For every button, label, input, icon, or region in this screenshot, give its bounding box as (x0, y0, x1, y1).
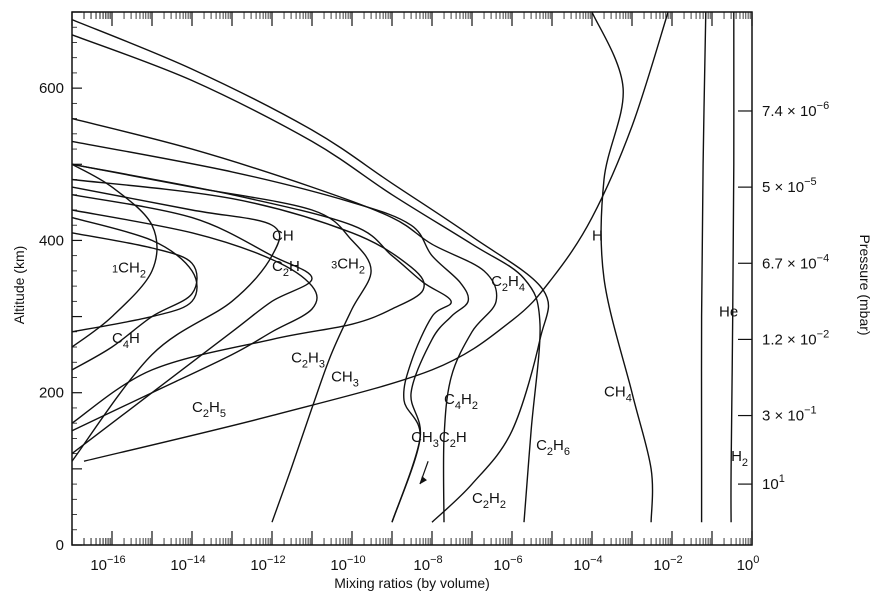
x-tick-label: 10−4 (573, 554, 602, 574)
series-line-ch3c2h (71, 163, 452, 523)
x-axis-title: Mixing ratios (by volume) (334, 575, 490, 591)
x-tick-label: 100 (737, 554, 760, 574)
series-line-h (83, 11, 669, 462)
series-line-c4h (71, 163, 158, 348)
series-line-ch4 (591, 11, 654, 523)
series-line-ch3 (71, 163, 372, 523)
chart-labels: H2 He H CH4 C2H6 C2H2 C2H4 C4H2 CH3C2H CH3 3CH2 C2H… (112, 227, 748, 511)
y-tick-label: 200 (39, 385, 64, 402)
series-label-1ch2: 1CH2 (112, 260, 146, 281)
y2-tick-label: 5 × 10−5 (762, 176, 817, 196)
y2-tick-label: 3 × 10−1 (762, 405, 817, 425)
x-tick-label: 10−16 (90, 554, 125, 574)
chart-curves (71, 11, 735, 523)
series-line-he (700, 11, 707, 523)
series-line-c2h2 (71, 18, 550, 523)
axis-ticks: 10−16 10−14 10−12 10−10 10−8 10−6 10−4 10−2 100 0… (39, 11, 829, 574)
series-label-3ch2: 3CH2 (331, 256, 365, 277)
series-line-c2h3 (71, 209, 318, 432)
series-line-ch (71, 186, 281, 462)
y2-tick-label: 6.7 × 10−4 (762, 252, 829, 272)
series-label-c2h5: C2H5 (192, 399, 226, 420)
x-tick-label: 10−6 (493, 554, 522, 574)
y2-axis-title: Pressure (mbar) (857, 234, 873, 335)
y2-tick-label: 7.4 × 10−6 (762, 100, 829, 120)
series-label-h: H (592, 227, 603, 244)
plot-frame (71, 11, 753, 546)
y-tick-label: 0 (56, 537, 64, 554)
series-line-h2 (730, 11, 735, 523)
series-label-c4h2: C4H2 (444, 391, 478, 412)
series-label-c4h: C4H (112, 330, 140, 351)
y2-tick-label: 1.2 × 10−2 (762, 328, 829, 348)
series-label-h2: H2 (731, 448, 748, 469)
series-line-1ch2 (71, 216, 198, 333)
series-label-c2h: C2H (272, 258, 300, 279)
x-tick-label: 10−10 (330, 554, 365, 574)
series-label-ch3c2h: CH3C2H (411, 429, 467, 450)
series-label-ch3: CH3 (331, 368, 359, 389)
series-label-c2h2: C2H2 (472, 490, 506, 511)
series-line-c2h (71, 194, 313, 455)
series-label-he: He (719, 304, 738, 321)
series-label-c2h3: C2H3 (291, 349, 325, 370)
x-tick-label: 10−2 (653, 554, 682, 574)
series-label-ch4: CH4 (604, 384, 632, 405)
label-arrowhead (419, 476, 427, 485)
series-line-c4h2 (71, 140, 470, 523)
series-line-c2h6 (71, 34, 541, 523)
x-tick-label: 10−8 (413, 554, 442, 574)
y-axis-title: Altitude (km) (11, 246, 27, 325)
series-line-c2h4 (71, 117, 498, 523)
y-tick-label: 600 (39, 80, 64, 97)
series-label-ch: CH (272, 227, 294, 244)
series-line-c2h5 (71, 232, 198, 371)
y-tick-label: 400 (39, 232, 64, 249)
x-tick-label: 10−12 (250, 554, 285, 574)
x-tick-label: 10−14 (170, 554, 205, 574)
series-label-c2h4: C2H4 (491, 273, 525, 294)
series-label-c2h6: C2H6 (536, 437, 570, 458)
y2-tick-label: 101 (762, 473, 785, 493)
